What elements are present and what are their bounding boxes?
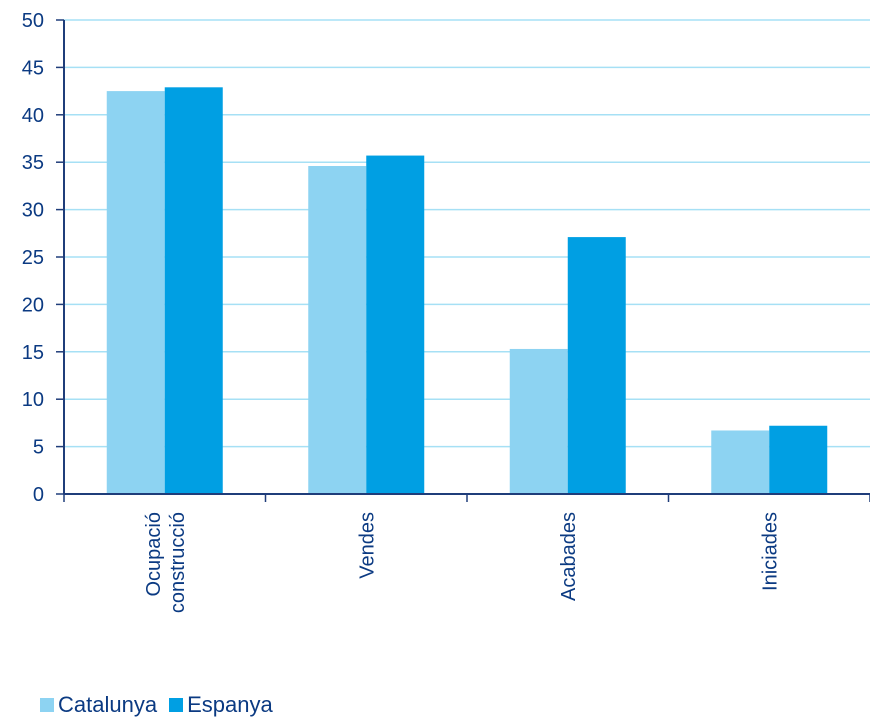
bar-espanya-2 [567, 237, 626, 495]
x-category-label: Vendes [356, 512, 378, 579]
legend-swatch-catalunya [40, 698, 54, 712]
bar-espanya-3 [769, 425, 828, 494]
legend-label-espanya: Espanya [187, 692, 273, 717]
y-tick-label: 0 [33, 484, 44, 506]
y-axis-ticks: 0 5 10 15 20 25 30 35 40 45 50 [22, 10, 64, 506]
y-tick-label: 10 [22, 389, 44, 411]
bar-catalunya-1 [308, 165, 367, 494]
bars [106, 87, 828, 495]
bar-espanya-1 [366, 155, 425, 494]
x-category-label: Ocupació [143, 512, 165, 597]
x-category-label: Iniciades [759, 512, 781, 591]
legend-item-espanya: Espanya [169, 692, 273, 718]
bar-catalunya-2 [509, 348, 568, 494]
y-tick-label: 50 [22, 10, 44, 32]
y-tick-label: 40 [22, 105, 44, 127]
y-tick-label: 45 [22, 57, 44, 79]
legend-item-catalunya: Catalunya [40, 692, 157, 718]
bar-catalunya-3 [711, 430, 770, 494]
legend-label-catalunya: Catalunya [58, 692, 158, 717]
y-tick-label: 25 [22, 247, 44, 269]
y-tick-label: 30 [22, 200, 44, 222]
y-tick-label: 20 [22, 294, 44, 316]
bar-espanya-0 [164, 87, 223, 495]
y-tick-label: 15 [22, 342, 44, 364]
legend-swatch-espanya [169, 698, 184, 712]
y-tick-label: 5 [33, 437, 44, 459]
bar-catalunya-0 [106, 91, 165, 494]
bar-chart: 0 5 10 15 20 25 30 35 40 45 50 Ocupació construcció… [22, 10, 870, 613]
y-tick-label: 35 [22, 152, 44, 174]
x-axis-labels: Ocupació construcció Vendes Acabades Iniciad… [143, 512, 782, 613]
legend: Catalunya Espanya [40, 692, 285, 718]
x-category-label: construcció [167, 512, 189, 613]
x-category-label: Acabades [558, 512, 580, 601]
